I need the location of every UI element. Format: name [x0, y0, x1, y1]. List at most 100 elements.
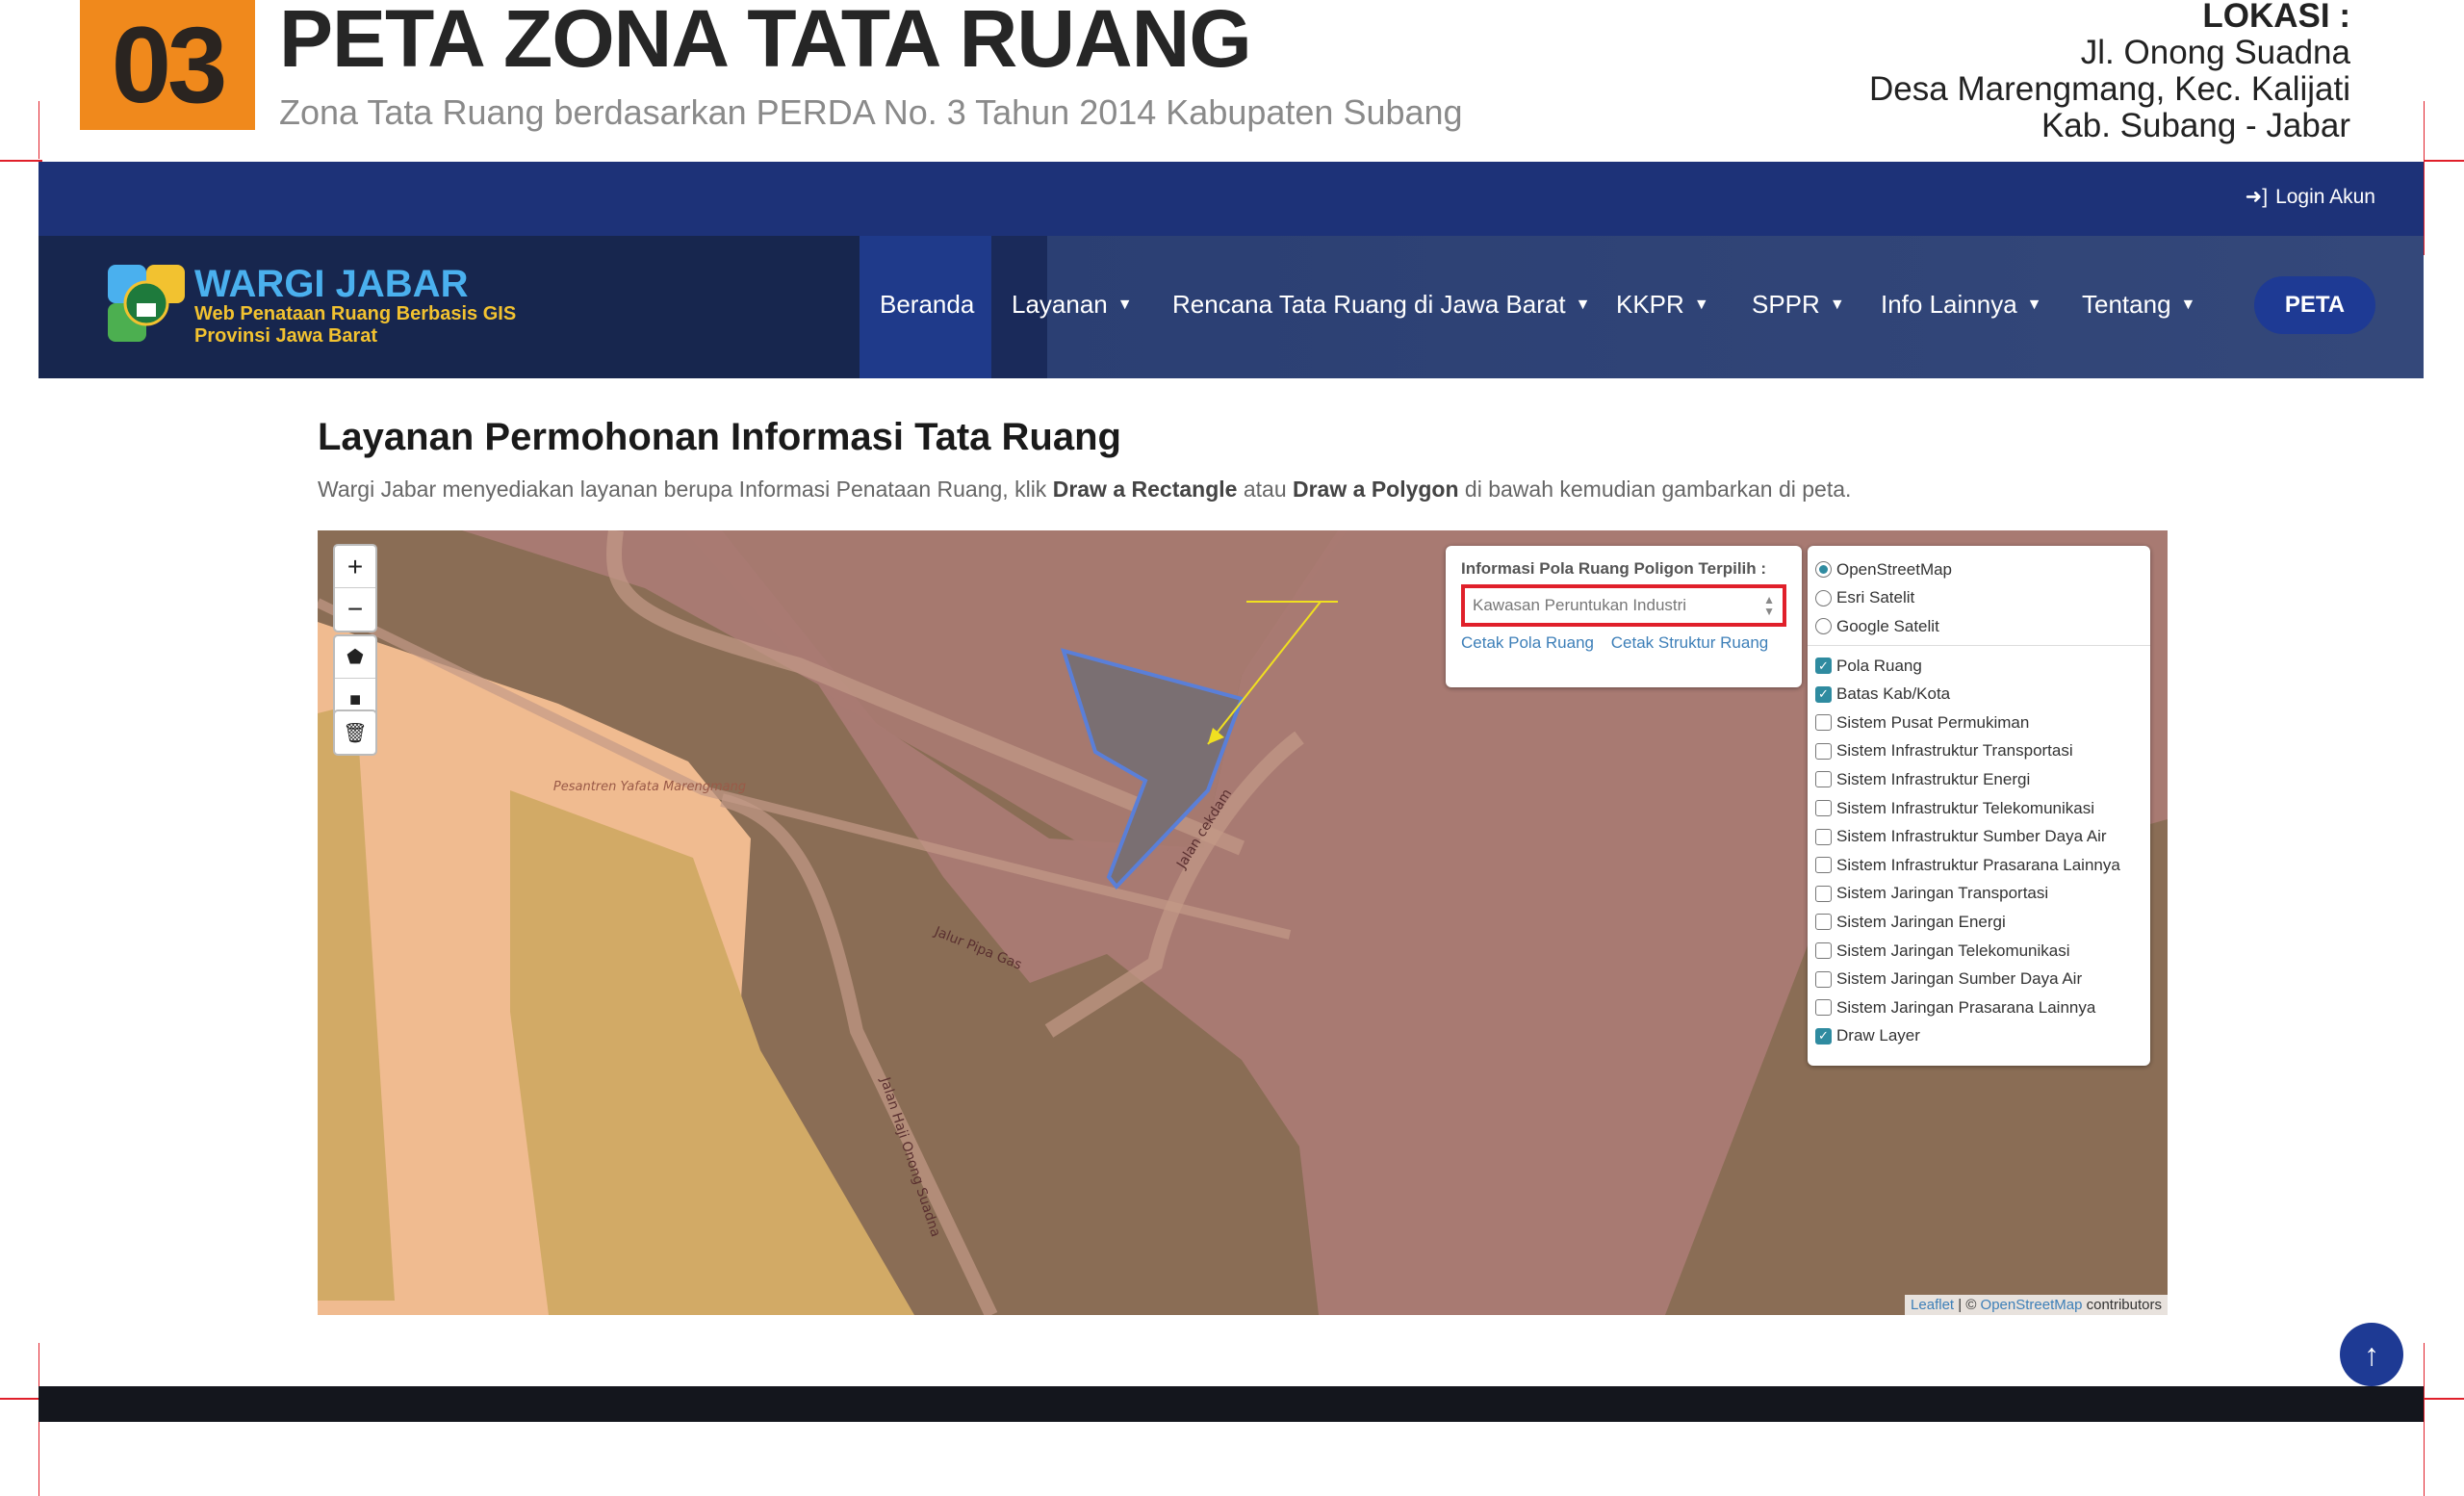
leaflet-link[interactable]: Leaflet — [1911, 1297, 1955, 1313]
wargi-jabar-logo-icon — [108, 265, 185, 342]
brand-name: WARGI JABAR — [194, 263, 469, 305]
chevron-down-icon: ▼ — [1829, 296, 1845, 313]
checkbox[interactable] — [1815, 914, 1832, 931]
footer-bar — [38, 1386, 2424, 1422]
crop-mark — [38, 101, 39, 159]
draw-rectangle-button[interactable]: ■ — [348, 688, 362, 710]
crop-mark — [2424, 1398, 2464, 1400]
scroll-to-top-button[interactable]: ↑ — [2340, 1323, 2403, 1386]
overlay-option[interactable]: Sistem Pusat Permukiman — [1815, 709, 2143, 737]
checkbox[interactable] — [1815, 970, 1832, 988]
chevron-down-icon: ▼ — [2180, 296, 2196, 313]
info-title: Informasi Pola Ruang Poligon Terpilih : — [1461, 559, 1767, 578]
checkbox[interactable]: ✓ — [1815, 685, 1832, 703]
chevron-down-icon: ▼ — [2026, 296, 2042, 313]
slide-title: PETA ZONA TATA RUANG — [279, 0, 1252, 84]
map-attribution: Leaflet | © OpenStreetMap contributors — [1905, 1295, 2168, 1315]
road — [720, 793, 998, 1315]
zone-select-value: Kawasan Peruntukan Industri — [1473, 596, 1687, 614]
location-line: Kab. Subang - Jabar — [2040, 107, 2350, 144]
overlay-option[interactable]: ✓ Draw Layer — [1815, 1022, 2143, 1051]
main-nav: WARGI JABAR Web Penataan Ruang Berbasis … — [38, 236, 2424, 378]
slide-subtitle: Zona Tata Ruang berdasarkan PERDA No. 3 … — [279, 92, 1463, 132]
overlay-option[interactable]: Sistem Jaringan Prasarana Lainnya — [1815, 993, 2143, 1022]
zone-sawah — [510, 790, 914, 1315]
overlay-option[interactable]: Sistem Infrastruktur Energi — [1815, 765, 2143, 794]
drawn-polygon — [1060, 648, 1245, 890]
overlay-option[interactable]: Sistem Jaringan Transportasi — [1815, 880, 2143, 909]
chevron-down-icon: ▼ — [1116, 296, 1133, 313]
polygon-info-panel: Informasi Pola Ruang Poligon Terpilih : … — [1446, 546, 1802, 687]
edit-toolbar: 🗑 — [333, 709, 377, 756]
crop-mark — [2424, 1343, 2425, 1496]
checkbox[interactable]: ✓ — [1815, 658, 1832, 675]
checkbox[interactable] — [1815, 999, 1832, 1017]
zoom-out-button[interactable]: − — [346, 594, 364, 624]
nav-rencana-tata-ruang[interactable]: Rencana Tata Ruang di Jawa Barat ▼ — [1172, 290, 1591, 319]
draw-polygon-button[interactable]: ⬟ — [335, 636, 375, 679]
checkbox[interactable] — [1815, 885, 1832, 902]
zone-sawah — [318, 704, 395, 1301]
nav-info-lainnya[interactable]: Info Lainnya ▼ — [1881, 290, 2042, 319]
crop-mark — [0, 1398, 42, 1400]
zoom-in-button[interactable]: + — [335, 546, 375, 588]
checkbox[interactable] — [1815, 800, 1832, 817]
login-link[interactable]: ➜] Login Akun — [2246, 185, 2375, 209]
basemap-option[interactable]: Google Satelit — [1815, 612, 2143, 641]
brand-tagline: Provinsi Jawa Barat — [194, 325, 378, 347]
overlay-option[interactable]: Sistem Infrastruktur Telekomunikasi — [1815, 794, 2143, 823]
checkbox[interactable] — [1815, 942, 1832, 960]
leader-arrow — [1207, 601, 1322, 745]
checkbox[interactable]: ✓ — [1815, 1027, 1832, 1045]
radio-button[interactable] — [1815, 618, 1832, 635]
location-line: Desa Marengmang, Kec. Kalijati — [1869, 70, 2350, 108]
basemap-option[interactable]: Esri Satelit — [1815, 584, 2143, 613]
peta-button[interactable]: PETA — [2254, 276, 2375, 334]
sign-in-icon: ➜] — [2245, 186, 2269, 208]
overlay-option[interactable]: ✓ Pola Ruang — [1815, 652, 2143, 681]
delete-layers-button[interactable]: 🗑 — [343, 722, 368, 744]
radio-button[interactable] — [1815, 589, 1832, 606]
slide-number: 03 — [80, 0, 255, 130]
brand-logo[interactable]: WARGI JABAR Web Penataan Ruang Berbasis … — [108, 265, 516, 348]
radio-button[interactable] — [1815, 561, 1832, 579]
brand-tagline: Web Penataan Ruang Berbasis GIS — [194, 303, 517, 324]
overlay-option[interactable]: ✓ Batas Kab/Kota — [1815, 680, 2143, 709]
chevron-down-icon: ▼ — [1693, 296, 1709, 313]
chevron-down-icon: ▼ — [1575, 296, 1591, 313]
overlay-option[interactable]: Sistem Jaringan Sumber Daya Air — [1815, 965, 2143, 993]
overlay-option[interactable]: Sistem Infrastruktur Sumber Daya Air — [1815, 822, 2143, 851]
zone-select[interactable]: Kawasan Peruntukan Industri ▲ ▼ — [1461, 584, 1786, 627]
checkbox[interactable] — [1815, 857, 1832, 874]
location-block: LOKASI : Jl. Onong Suadna Desa Marengman… — [1869, 0, 2350, 144]
map-label-pesantren: Pesantren Yafata Marengmang — [553, 780, 746, 794]
overlay-option[interactable]: Sistem Infrastruktur Transportasi — [1815, 737, 2143, 766]
page-intro: Wargi Jabar menyediakan layanan berupa I… — [318, 477, 1852, 502]
login-label: Login Akun — [2275, 185, 2375, 208]
nav-beranda[interactable]: Beranda — [880, 290, 975, 319]
overlay-option[interactable]: Sistem Jaringan Energi — [1815, 908, 2143, 937]
nav-kkpr[interactable]: KKPR ▼ — [1616, 290, 1709, 319]
location-label: LOKASI : — [2202, 0, 2350, 35]
checkbox[interactable] — [1815, 714, 1832, 732]
layer-control: OpenStreetMap Esri Satelit Google Satelit … — [1808, 546, 2150, 1066]
location-line: Jl. Onong Suadna — [2080, 34, 2350, 71]
print-pola-ruang-link[interactable]: Cetak Pola Ruang — [1461, 633, 1594, 652]
top-bar: ➜] Login Akun — [38, 162, 2424, 236]
overlay-option[interactable]: Sistem Jaringan Telekomunikasi — [1815, 937, 2143, 966]
checkbox[interactable] — [1815, 828, 1832, 845]
overlay-option[interactable]: Sistem Infrastruktur Prasarana Lainnya — [1815, 851, 2143, 880]
checkbox[interactable] — [1815, 771, 1832, 788]
zone-industri — [318, 530, 2168, 848]
checkbox[interactable] — [1815, 742, 1832, 760]
map-view[interactable]: Pesantren Yafata Marengmang Jalur Pipa G… — [318, 530, 2168, 1315]
zoom-control: + − — [333, 544, 377, 632]
page-heading: Layanan Permohonan Informasi Tata Ruang — [318, 416, 1121, 458]
nav-sppr[interactable]: SPPR ▼ — [1752, 290, 1845, 319]
osm-link[interactable]: OpenStreetMap — [1980, 1297, 2083, 1313]
nav-tentang[interactable]: Tentang ▼ — [2082, 290, 2196, 319]
nav-layanan[interactable]: Layanan ▼ — [1012, 290, 1133, 319]
print-struktur-ruang-link[interactable]: Cetak Struktur Ruang — [1610, 633, 1769, 652]
basemap-option[interactable]: OpenStreetMap — [1815, 555, 2143, 584]
crop-mark — [2424, 160, 2464, 162]
